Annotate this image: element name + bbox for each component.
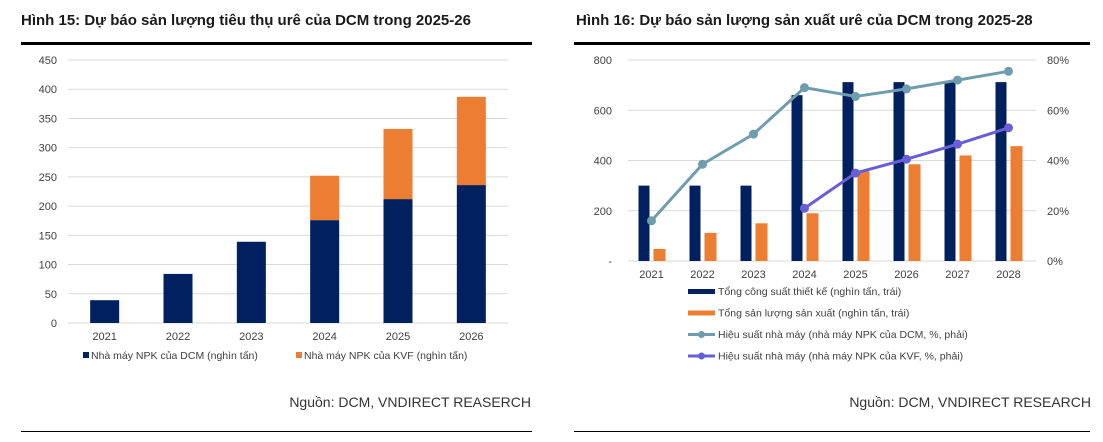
point-dcm-efficiency	[902, 84, 911, 94]
x-tick-label: 2024	[312, 331, 336, 343]
bar-production	[857, 171, 870, 261]
x-tick-label: 2026	[459, 331, 483, 343]
x-tick-label: 2022	[166, 331, 190, 343]
figure-15-bottom-rule	[21, 431, 532, 432]
line-kvf-efficiency	[803, 126, 1009, 210]
legend-production-swatch	[688, 310, 715, 316]
bar-capacity	[689, 185, 701, 261]
legend-kvf-efficiency-marker	[698, 352, 705, 360]
y-tick-label: 300	[39, 143, 57, 155]
figure-15-chart: 0 50 100 150 200 250 300 350 400 450 2021 2022 2023 2…	[39, 55, 508, 362]
bar-dcm	[90, 300, 120, 323]
y-tick-label: 200	[39, 201, 57, 213]
x-tick-label: 2021	[92, 331, 116, 343]
figure-16-source: Nguồn: DCM, VNDIRECT RESEARCH	[849, 394, 1091, 410]
bar-dcm	[456, 185, 486, 323]
bar-production	[806, 213, 819, 261]
y-tick-label: 0	[51, 318, 57, 330]
bar-production	[1010, 146, 1023, 261]
point-kvf-efficiency	[902, 154, 911, 164]
bar-production	[653, 248, 666, 261]
legend-dcm-efficiency-marker	[698, 331, 705, 338]
y-tick-label: 400	[39, 84, 57, 96]
bar-kvf	[456, 96, 486, 186]
bar-capacity	[944, 82, 956, 261]
x-tick-label: 2024	[792, 269, 816, 281]
legend-label-kvf: Nhà máy NPK của KVF (nghìn tấn)	[304, 350, 467, 362]
legend-capacity-label: Tổng công suất thiết kế (nghìn tấn, trái…	[718, 286, 901, 298]
point-kvf-efficiency	[1004, 123, 1013, 133]
y-tick-label: 100	[39, 260, 57, 272]
point-kvf-efficiency	[800, 203, 809, 213]
point-dcm-efficiency	[1004, 66, 1013, 76]
bar-dcm	[163, 273, 193, 323]
point-kvf-efficiency	[851, 168, 860, 178]
x-tick-label: 2028	[996, 269, 1020, 281]
bar-capacity	[740, 185, 752, 261]
bar-production	[704, 232, 717, 261]
y-tick-label: 50	[45, 289, 57, 301]
legend-swatch-kvf	[296, 352, 302, 358]
bar-dcm	[310, 220, 340, 323]
point-dcm-efficiency	[749, 129, 758, 139]
y-tick-label: 250	[39, 172, 57, 184]
y-left-tick-label: 400	[594, 156, 612, 168]
point-dcm-efficiency	[953, 75, 962, 85]
y-right-tick-label: 40%	[1047, 156, 1069, 168]
figure-15-top-rule	[21, 42, 532, 45]
y-left-tick-label: 600	[594, 105, 612, 117]
legend-swatch-dcm	[83, 352, 89, 358]
point-dcm-efficiency	[851, 91, 860, 101]
figure-16-chart: - 200 400 600 800 0% 20% 40% 60% 80% 2021 2022 2023 2…	[594, 55, 1070, 363]
y-left-tick-label: -	[608, 256, 612, 268]
legend-dcm-efficiency-label: Hiệu suất nhà máy (nhà máy NPK của DCM, …	[718, 329, 968, 341]
point-dcm-efficiency	[698, 159, 707, 169]
legend-label-dcm: Nhà máy NPK của DCM (nghìn tấn)	[91, 350, 258, 362]
x-tick-label: 2023	[741, 269, 765, 281]
bar-dcm	[383, 199, 413, 323]
x-tick-label: 2025	[843, 269, 867, 281]
x-tick-label: 2022	[690, 269, 714, 281]
y-left-tick-label: 200	[594, 206, 612, 218]
x-tick-label: 2025	[386, 331, 410, 343]
bar-dcm	[236, 241, 266, 323]
y-tick-label: 150	[39, 230, 57, 242]
figure-16-top-rule	[574, 42, 1090, 45]
legend-production-label: Tổng sản lượng sản xuất (nghìn tấn, trái…	[718, 308, 909, 320]
point-dcm-efficiency	[647, 216, 656, 226]
figure-15-title: Hình 15: Dự báo sản lượng tiêu thụ urê c…	[21, 12, 471, 29]
bar-production	[908, 164, 921, 261]
bar-capacity	[638, 185, 650, 261]
y-right-tick-label: 80%	[1047, 55, 1069, 67]
x-tick-label: 2021	[639, 269, 663, 281]
bar-kvf	[383, 128, 413, 200]
legend-capacity-swatch	[688, 289, 715, 294]
line-dcm-efficiency	[650, 69, 1009, 222]
y-right-tick-label: 0%	[1047, 256, 1063, 268]
point-dcm-efficiency	[800, 83, 809, 93]
bar-production	[755, 223, 768, 261]
x-tick-label: 2023	[239, 331, 263, 343]
legend-kvf-efficiency-label: Hiệu suất nhà máy (nhà máy NPK của KVF, …	[718, 351, 963, 363]
y-tick-label: 350	[39, 113, 57, 125]
bar-kvf	[310, 175, 340, 221]
point-kvf-efficiency	[953, 139, 962, 149]
figure-16-title: Hình 16: Dự báo sản lượng sản xuất urê c…	[576, 12, 1033, 29]
bar-capacity	[893, 82, 905, 261]
bar-capacity	[791, 95, 803, 261]
y-tick-label: 450	[39, 55, 57, 67]
y-right-tick-label: 20%	[1047, 206, 1069, 218]
bar-production	[959, 155, 972, 261]
bar-capacity	[995, 82, 1007, 261]
y-left-tick-label: 800	[594, 55, 612, 67]
figure-16-bottom-rule	[574, 431, 1090, 432]
figure-15-source: Nguồn: DCM, VNDIRECT REASERCH	[289, 394, 531, 410]
bar-capacity	[842, 82, 854, 261]
y-right-tick-label: 60%	[1047, 105, 1069, 117]
x-tick-label: 2026	[894, 269, 918, 281]
x-tick-label: 2027	[945, 269, 969, 281]
